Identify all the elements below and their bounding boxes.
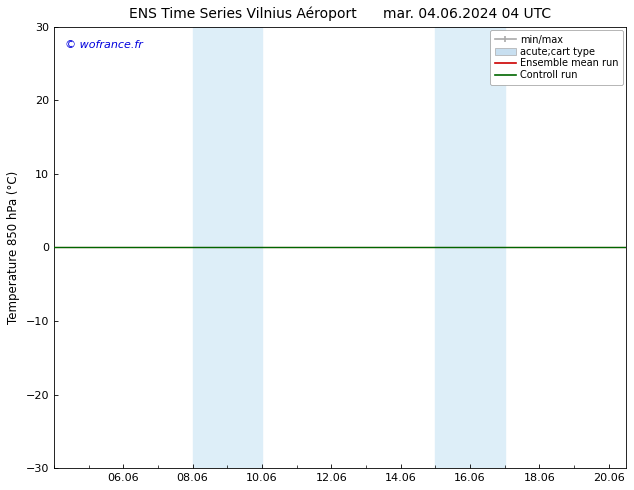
Legend: min/max, acute;cart type, Ensemble mean run, Controll run: min/max, acute;cart type, Ensemble mean … xyxy=(489,30,623,85)
Title: ENS Time Series Vilnius Aéroport      mar. 04.06.2024 04 UTC: ENS Time Series Vilnius Aéroport mar. 04… xyxy=(129,7,551,22)
Y-axis label: Temperature 850 hPa (°C): Temperature 850 hPa (°C) xyxy=(7,171,20,324)
Text: © wofrance.fr: © wofrance.fr xyxy=(65,40,143,50)
Bar xyxy=(436,27,505,468)
Bar xyxy=(193,27,262,468)
